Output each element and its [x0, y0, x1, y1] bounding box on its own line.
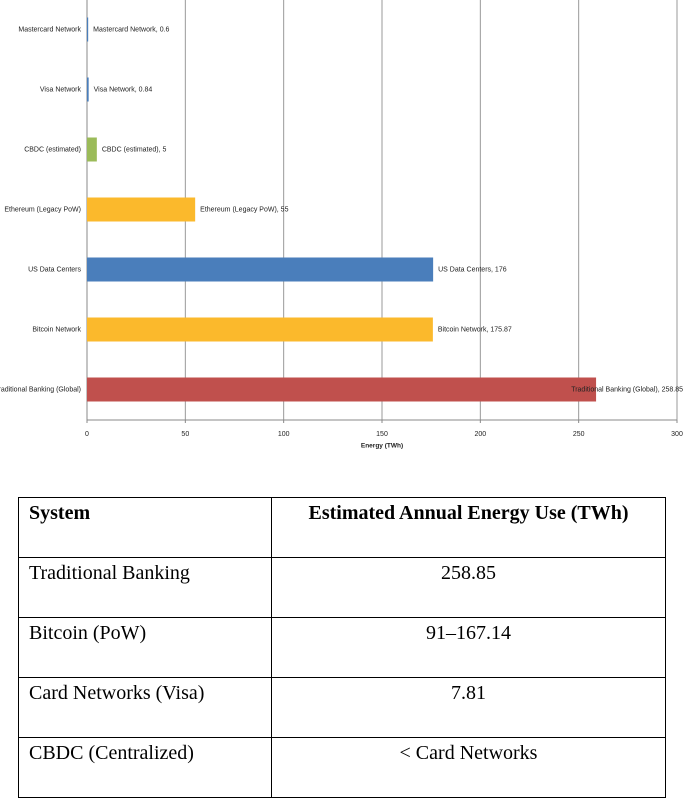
header-row: System Estimated Annual Energy Use (TWh) — [18, 497, 666, 558]
data-label: Ethereum (Legacy PoW), 55 — [200, 206, 288, 213]
data-label: Mastercard Network, 0.6 — [93, 26, 169, 33]
cell: 91–167.14 — [271, 617, 666, 678]
data-label: US Data Centers, 176 — [438, 266, 507, 273]
data-label: Visa Network, 0.84 — [94, 86, 153, 93]
data-label: Traditional Banking (Global), 258.85 — [571, 386, 683, 393]
x-tick-label: 50 — [181, 431, 189, 438]
bar — [87, 137, 97, 162]
y-tick-label: CBDC (estimated) — [24, 146, 81, 153]
x-tick-label: 100 — [278, 431, 290, 438]
y-tick-label: US Data Centers — [28, 266, 81, 273]
row: Card Networks (Visa) 7.81 — [18, 677, 666, 738]
chart: Energy (TWh) 0 50 100 150 200 250 300 Mastercar… — [0, 0, 683, 450]
y-tick-label: Bitcoin Network — [32, 326, 81, 333]
bar — [87, 377, 597, 402]
x-tick-label: 200 — [474, 431, 486, 438]
y-tick-label: Traditional Banking (Global) — [0, 386, 81, 393]
energy-table: System Estimated Annual Energy Use (TWh) … — [18, 497, 666, 798]
header-cell: Estimated Annual Energy Use (TWh) — [271, 497, 666, 558]
row: Bitcoin (PoW) 91–167.14 — [18, 617, 666, 678]
x-tick-label: 0 — [85, 431, 89, 438]
x-tick-label: 150 — [376, 431, 388, 438]
bar — [87, 257, 434, 282]
row: Traditional Banking 258.85 — [18, 557, 666, 618]
data-label: Bitcoin Network, 175.87 — [438, 326, 512, 333]
cell: 7.81 — [271, 677, 666, 738]
y-tick-label: Visa Network — [40, 86, 82, 93]
bar — [87, 17, 89, 42]
row: CBDC (Centralized) < Card Networks — [18, 737, 666, 798]
cell: Bitcoin (PoW) — [18, 617, 272, 678]
bar — [87, 77, 89, 102]
cell: CBDC (Centralized) — [18, 737, 272, 798]
cell: < Card Networks — [271, 737, 666, 798]
bar — [87, 197, 196, 222]
y-tick-label: Mastercard Network — [18, 26, 81, 33]
data-label: CBDC (estimated), 5 — [102, 146, 167, 153]
cell: Card Networks (Visa) — [18, 677, 272, 738]
cell: 258.85 — [271, 557, 666, 618]
x-axis-title: Energy (TWh) — [361, 443, 403, 450]
y-tick-label: Ethereum (Legacy PoW) — [4, 206, 81, 213]
header-cell: System — [18, 497, 272, 558]
bar — [87, 317, 433, 342]
cell: Traditional Banking — [18, 557, 272, 618]
x-tick-label: 300 — [671, 431, 683, 438]
x-tick-label: 250 — [573, 431, 585, 438]
